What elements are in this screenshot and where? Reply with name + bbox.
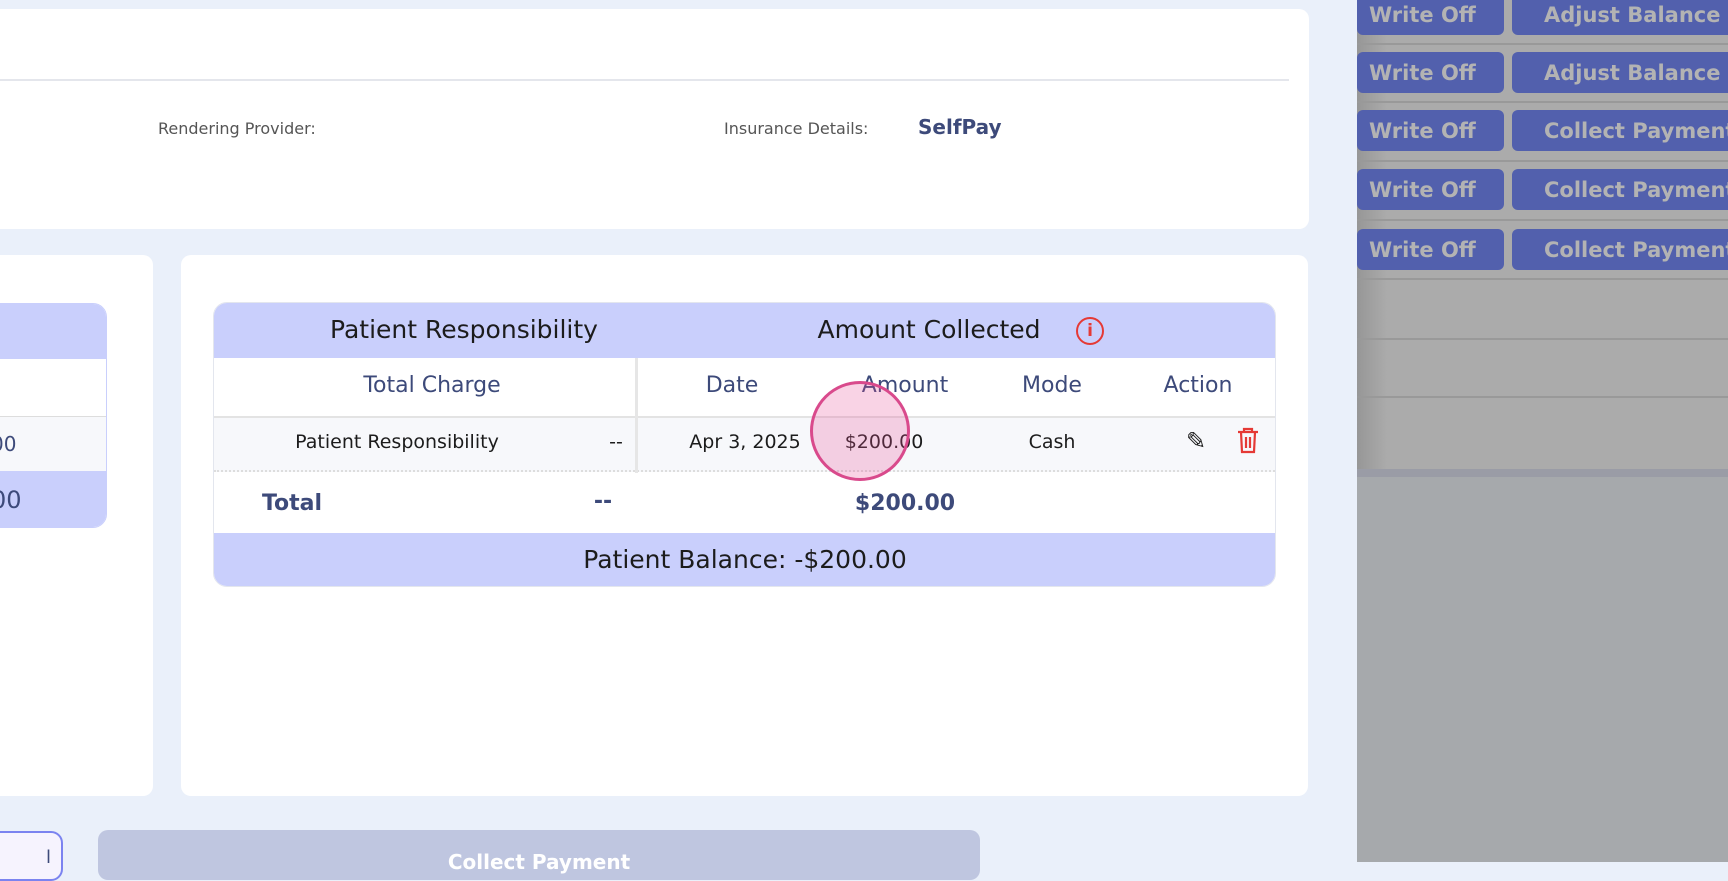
touch-indicator bbox=[810, 381, 910, 481]
collect-payment-row-button[interactable]: Collect Payment bbox=[1512, 229, 1728, 270]
row-label: Patient Responsibility bbox=[295, 431, 499, 453]
col-action: Action bbox=[1163, 373, 1233, 398]
total-label: Total bbox=[261, 491, 323, 516]
table-row bbox=[214, 416, 1275, 472]
write-off-button[interactable]: Write Off bbox=[1357, 169, 1504, 210]
write-off-button[interactable]: Write Off bbox=[1357, 229, 1504, 270]
col-total-charge: Total Charge bbox=[363, 373, 501, 398]
row-mode: Cash bbox=[1028, 431, 1076, 453]
rendering-provider-label: Rendering Provider: bbox=[158, 119, 316, 138]
left-table: 00 00 bbox=[0, 303, 107, 528]
collect-payment-row-button[interactable]: Collect Payment bbox=[1512, 110, 1728, 151]
col-mode: Mode bbox=[1022, 373, 1082, 398]
patient-balance: Patient Balance: -$200.00 bbox=[583, 545, 907, 574]
col-date: Date bbox=[705, 373, 759, 398]
balance-bar bbox=[214, 533, 1275, 586]
total-amount: $200.00 bbox=[854, 491, 956, 516]
delete-trash-icon[interactable] bbox=[1236, 427, 1258, 454]
left-row-value: 00 bbox=[0, 432, 17, 456]
row-date: Apr 3, 2025 bbox=[689, 431, 801, 453]
write-off-button[interactable]: Write Off bbox=[1357, 110, 1504, 151]
edit-pencil-icon[interactable]: ✎ bbox=[1186, 427, 1207, 455]
write-off-button[interactable]: Write Off bbox=[1357, 0, 1504, 35]
left-total-value: 00 bbox=[0, 486, 22, 514]
column-divider bbox=[635, 358, 638, 473]
insurance-value: SelfPay bbox=[918, 115, 1002, 139]
adjust-balance-button[interactable]: Adjust Balance bbox=[1512, 0, 1728, 35]
row-charge: -- bbox=[609, 431, 623, 453]
payment-table: Patient Responsibility Amount Collected … bbox=[213, 302, 1276, 587]
adjust-balance-button[interactable]: Adjust Balance bbox=[1512, 52, 1728, 93]
divider bbox=[0, 79, 1289, 81]
collect-payment-button[interactable]: Collect Payment bbox=[98, 830, 980, 880]
write-off-button[interactable]: Write Off bbox=[1357, 52, 1504, 93]
modal-backdrop: Write Off Adjust Balance Write Off Adjus… bbox=[1357, 0, 1728, 862]
left-card: 00 00 bbox=[0, 255, 153, 796]
info-circle-icon[interactable]: i bbox=[1076, 317, 1104, 345]
patient-responsibility-header: Patient Responsibility bbox=[330, 315, 598, 344]
collect-payment-row-button[interactable]: Collect Payment bbox=[1512, 169, 1728, 210]
amount-collected-header: Amount Collected bbox=[817, 315, 1041, 344]
left-outline-button[interactable]: l bbox=[0, 831, 63, 881]
total-charge: -- bbox=[593, 489, 613, 514]
insurance-details-label: Insurance Details: bbox=[724, 119, 869, 138]
info-card: Rendering Provider: Insurance Details: S… bbox=[0, 9, 1309, 229]
